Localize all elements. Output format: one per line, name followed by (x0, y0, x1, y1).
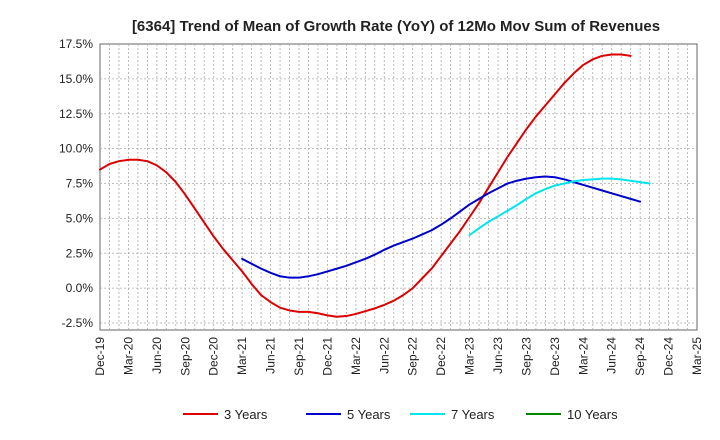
x-tick-label: Mar-24 (576, 337, 590, 375)
y-tick-label: 12.5% (59, 107, 93, 121)
x-tick-label: Sep-20 (178, 337, 192, 376)
x-tick-label: Jun-21 (264, 337, 278, 374)
y-tick-label: 10.0% (59, 142, 93, 156)
y-tick-label: 5.0% (66, 211, 94, 225)
x-tick-label: Jun-22 (377, 337, 391, 374)
y-tick-label: 17.5% (59, 37, 93, 51)
x-tick-label: Sep-22 (406, 337, 420, 376)
x-tick-label: Sep-23 (519, 337, 533, 376)
y-axis: 17.5% 15.0% 12.5% 10.0% 7.5% 5.0% 2.5% 0.0% -2.5… (59, 37, 93, 330)
legend-label-5-years: 5 Years (347, 407, 391, 422)
x-tick-label: Jun-20 (150, 337, 164, 374)
y-tick-label: 15.0% (59, 72, 93, 86)
plot-area (99, 43, 698, 331)
legend-label-10-years: 10 Years (567, 407, 618, 422)
x-tick-label: Dec-23 (548, 337, 562, 376)
x-tick-label: Dec-21 (320, 337, 334, 376)
y-tick-label: 0.0% (66, 281, 94, 295)
legend-label-3-years: 3 Years (224, 407, 268, 422)
y-tick-label: -2.5% (62, 316, 94, 330)
x-tick-label: Sep-24 (633, 337, 647, 376)
x-tick-label: Mar-25 (690, 337, 704, 375)
y-tick-label: 7.5% (66, 177, 94, 191)
x-tick-label: Jun-23 (491, 337, 505, 374)
y-tick-label: 2.5% (66, 246, 94, 260)
x-tick-label: Dec-19 (93, 337, 107, 376)
x-tick-label: Mar-20 (121, 337, 135, 375)
x-tick-label: Mar-21 (235, 337, 249, 375)
grid (100, 44, 697, 330)
x-tick-label: Dec-22 (434, 337, 448, 376)
x-tick-label: Dec-20 (207, 337, 221, 376)
series-line-7-years (468, 177, 651, 237)
x-tick-label: Dec-24 (662, 337, 676, 376)
x-tick-label: Sep-21 (292, 337, 306, 376)
x-tick-label: Mar-22 (349, 337, 363, 375)
x-tick-label: Mar-23 (463, 337, 477, 375)
series-line-3-years (99, 53, 632, 318)
chart-title: [6364] Trend of Mean of Growth Rate (YoY… (132, 18, 660, 35)
x-axis: Dec-19 Mar-20 Jun-20 Sep-20 Dec-20 Mar-21 Jun-… (93, 337, 704, 376)
series-lines (99, 53, 651, 318)
legend: 3 Years 5 Years 7 Years 10 Years (183, 407, 618, 422)
x-tick-label: Jun-24 (605, 337, 619, 374)
legend-label-7-years: 7 Years (451, 407, 495, 422)
